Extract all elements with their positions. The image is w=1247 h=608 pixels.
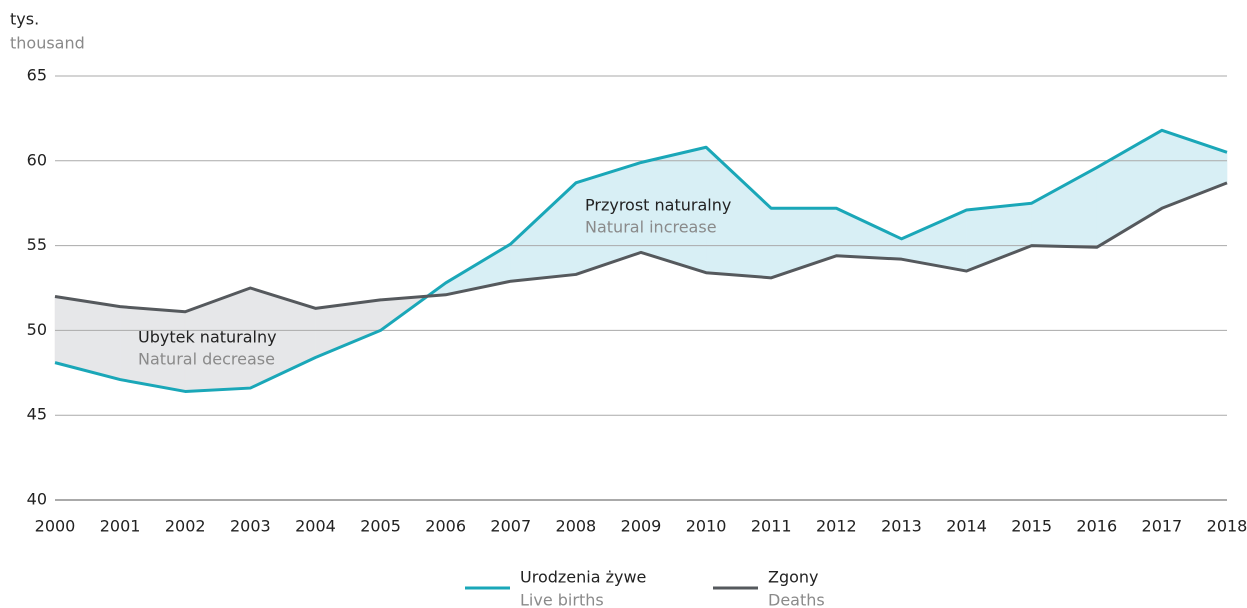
annotation: Przyrost naturalny — [585, 196, 731, 215]
x-tick-label: 2016 — [1076, 517, 1117, 536]
area-fill — [510, 182, 577, 282]
x-tick-label: 2012 — [816, 517, 857, 536]
x-tick-label: 2013 — [881, 517, 922, 536]
unit-label: tys. — [10, 10, 39, 29]
series-line — [54, 128, 1228, 393]
x-tick-label: 2006 — [425, 517, 466, 536]
x-tick-label: 2011 — [751, 517, 792, 536]
x-tick-label: 2015 — [1011, 517, 1052, 536]
x-tick-label: 2010 — [686, 517, 727, 536]
legend-label-en: Live births — [520, 591, 604, 608]
x-tick-label: 2004 — [295, 517, 336, 536]
x-tick-label: 2002 — [165, 517, 206, 536]
x-tick-label: 2001 — [100, 517, 141, 536]
annotation-en: Natural decrease — [138, 350, 275, 369]
legend-label: Urodzenia żywe — [520, 568, 646, 587]
annotation-en: Natural increase — [585, 218, 717, 237]
area-fill — [1031, 167, 1098, 248]
x-tick-label: 2008 — [556, 517, 597, 536]
x-tick-label: 2000 — [35, 517, 76, 536]
y-tick-label: 55 — [27, 235, 47, 254]
x-tick-label: 2005 — [360, 517, 401, 536]
legend-label: Zgony — [768, 568, 819, 587]
series-line — [54, 181, 1228, 314]
area-fill — [54, 296, 121, 380]
x-tick-label: 2018 — [1207, 517, 1247, 536]
x-tick-label: 2017 — [1142, 517, 1183, 536]
y-tick-label: 45 — [27, 405, 47, 424]
y-tick-label: 60 — [27, 150, 47, 169]
y-tick-label: 50 — [27, 320, 47, 339]
x-tick-label: 2009 — [621, 517, 662, 536]
y-tick-label: 40 — [27, 490, 47, 509]
y-tick-label: 65 — [27, 66, 47, 85]
legend-label-en: Deaths — [768, 591, 825, 608]
x-tick-label: 2014 — [946, 517, 987, 536]
area-fill — [966, 202, 1032, 272]
unit-label-en: thousand — [10, 34, 85, 53]
x-tick-label: 2003 — [230, 517, 271, 536]
x-tick-label: 2007 — [490, 517, 531, 536]
annotation: Ubytek naturalny — [138, 328, 277, 347]
